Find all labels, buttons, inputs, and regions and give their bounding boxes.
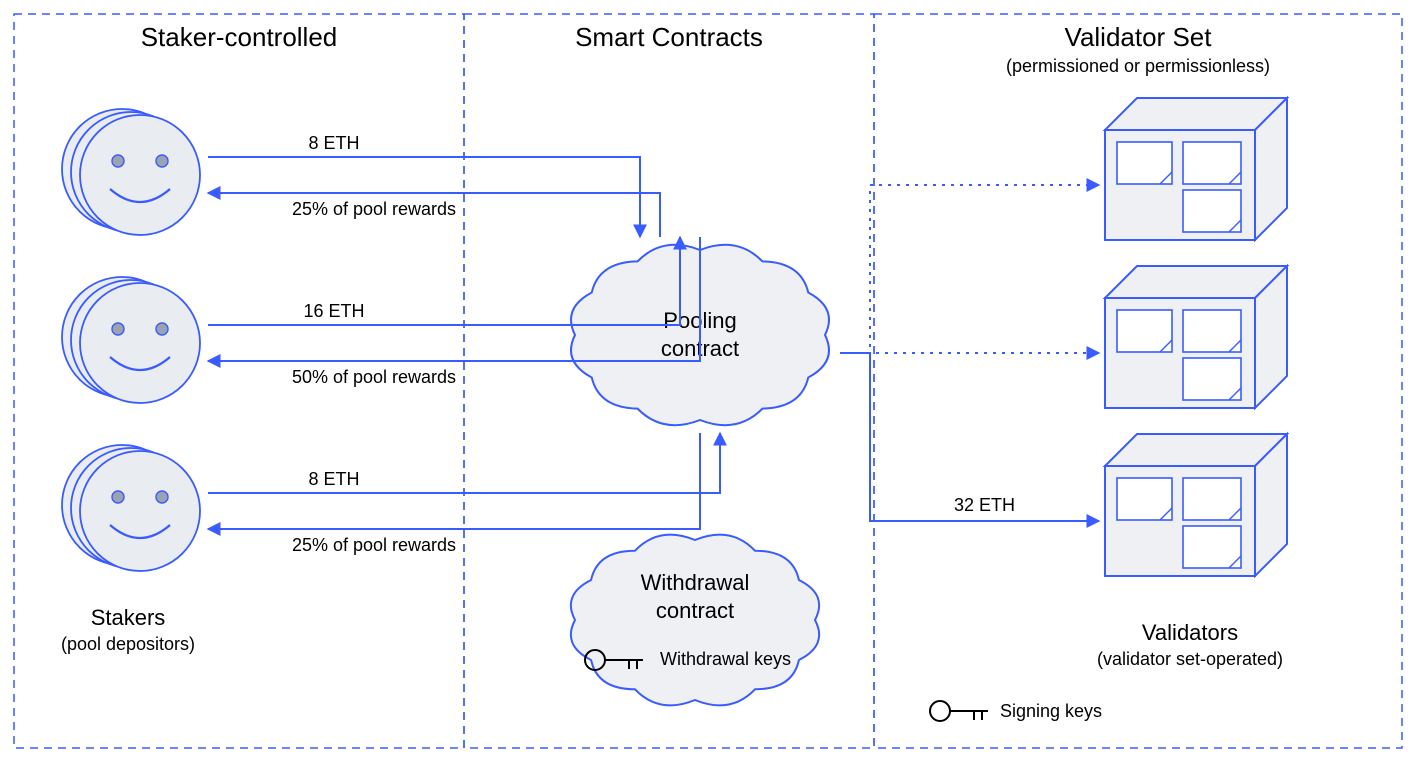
staker-icon [62,277,200,403]
staker-icon [62,109,200,235]
withdrawal-keys-label: Withdrawal keys [660,649,791,669]
stakers-label: Stakers [91,605,166,630]
column-validator-subtitle: (permissioned or permissionless) [1006,56,1270,76]
signing-keys-label: Signing keys [1000,701,1102,721]
reward-label: 25% of pool rewards [292,199,456,219]
validator-icon [1105,434,1287,576]
deposit-label: 8 ETH [308,133,359,153]
validator-icon [1105,98,1287,240]
staking-architecture-diagram: Staker-controlled Smart Contracts Valida… [0,0,1416,763]
reward-label: 50% of pool rewards [292,367,456,387]
reward-label: 25% of pool rewards [292,535,456,555]
stakers-sublabel: (pool depositors) [61,634,195,654]
validator-icon [1105,266,1287,408]
deposit-label: 8 ETH [308,469,359,489]
validator-deposit-label: 32 ETH [954,495,1015,515]
withdrawal-contract-label-2: contract [656,598,734,623]
validators-label: Validators [1142,620,1238,645]
validator-edges: 32 ETH [840,185,1099,521]
column-staker-title: Staker-controlled [141,22,338,52]
column-contracts-title: Smart Contracts [575,22,763,52]
withdrawal-contract-label-1: Withdrawal [641,570,750,595]
validators-sublabel: (validator set-operated) [1097,649,1283,669]
column-validator-title: Validator Set [1065,22,1213,52]
key-icon [930,701,988,721]
staker-icon [62,445,200,571]
deposit-label: 16 ETH [303,301,364,321]
